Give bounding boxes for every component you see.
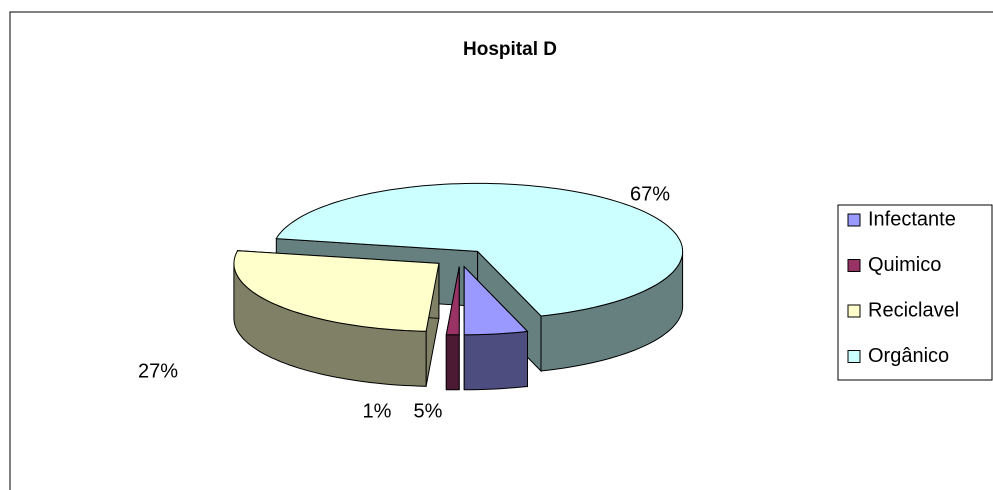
slice-outer-wall bbox=[463, 330, 528, 391]
legend-label: Quimico bbox=[868, 254, 941, 276]
legend-label: Reciclavel bbox=[868, 299, 959, 321]
data-label: 1% bbox=[363, 400, 392, 422]
chart-title: Hospital D bbox=[463, 39, 557, 60]
data-label: 5% bbox=[414, 400, 443, 422]
legend-swatch bbox=[847, 304, 861, 318]
pie-slice bbox=[233, 250, 440, 387]
legend-swatch bbox=[847, 259, 861, 272]
legend-swatch bbox=[847, 213, 861, 227]
legend-label: Infectante bbox=[868, 208, 956, 230]
legend-swatch bbox=[847, 350, 861, 363]
legend-box bbox=[837, 204, 993, 381]
slice-top bbox=[233, 250, 440, 332]
pie-slice bbox=[445, 266, 460, 391]
legend-label: Orgânico bbox=[868, 345, 949, 367]
slice-top bbox=[463, 265, 529, 336]
data-label: 27% bbox=[138, 360, 178, 382]
data-label: 67% bbox=[630, 183, 670, 205]
slice-top bbox=[275, 182, 684, 317]
slice-top bbox=[445, 266, 460, 336]
chart-frame bbox=[9, 11, 993, 490]
slice-outer-wall bbox=[445, 334, 460, 391]
pie-slice bbox=[463, 265, 529, 391]
